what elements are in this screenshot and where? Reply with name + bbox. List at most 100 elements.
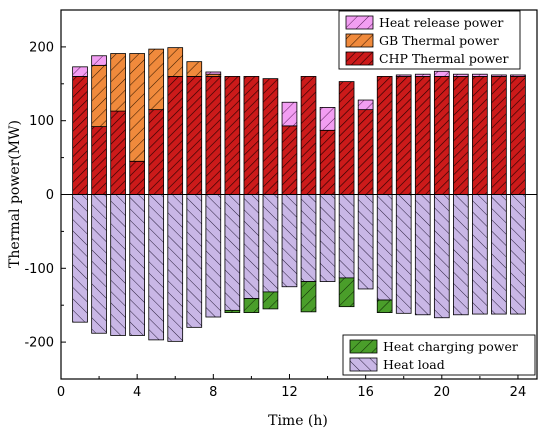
bar-heat-load-4 [129, 194, 145, 336]
bar-chp-thermal-power-17 [376, 76, 393, 195]
legend-bottom-right: Heat charging power Heat load [342, 334, 536, 376]
bar-heat-load-18 [395, 194, 412, 314]
bar-heat-release-power-14 [319, 107, 336, 131]
bar-heat-load-23 [491, 194, 507, 315]
bar-heat-charging-power-9 [224, 309, 241, 313]
bar-chp-thermal-power-1 [72, 76, 88, 195]
bar-heat-charging-power-11 [262, 291, 279, 310]
bar-chp-thermal-power-4 [129, 160, 145, 195]
x-tick-label-20: 20 [434, 385, 451, 400]
y-tick-label-100: 100 [29, 114, 54, 129]
bar-gb-thermal-power-4 [129, 53, 145, 162]
bar-chp-thermal-power-20 [433, 76, 450, 195]
bar-chp-thermal-power-8 [205, 76, 222, 195]
bar-heat-load-3 [110, 194, 126, 336]
bar-heat-charging-power-15 [338, 277, 355, 308]
legend-swatch-heat-load [349, 357, 378, 372]
bar-chp-thermal-power-15 [338, 81, 355, 195]
bar-heat-release-power-24 [510, 74, 526, 77]
x-tick-label-8: 8 [209, 385, 217, 400]
bar-heat-load-10 [243, 194, 260, 299]
y-tick-label-0: 0 [46, 188, 54, 203]
bar-heat-load-6 [167, 194, 184, 342]
bar-chp-thermal-power-24 [510, 76, 526, 195]
bar-heat-release-power-23 [491, 74, 507, 77]
bar-heat-load-24 [510, 194, 526, 315]
bar-chp-thermal-power-10 [243, 76, 260, 195]
bar-heat-load-20 [433, 194, 450, 319]
bar-heat-release-power-2 [91, 55, 107, 66]
bar-heat-release-power-1 [72, 66, 88, 77]
bar-heat-release-power-8 [205, 71, 222, 75]
legend-swatch-chp-thermal-power [345, 51, 374, 66]
bar-chp-thermal-power-13 [300, 76, 317, 195]
bar-chp-thermal-power-5 [148, 109, 165, 195]
bar-heat-load-9 [224, 194, 241, 311]
bar-chp-thermal-power-2 [91, 126, 107, 195]
bar-heat-load-8 [205, 194, 222, 318]
bar-heat-load-11 [262, 194, 279, 293]
x-axis-label: Time (h) [268, 413, 328, 429]
y-tick-label--200: -200 [24, 336, 54, 351]
legend-swatch-gb-thermal-power [345, 33, 374, 48]
bar-chp-thermal-power-12 [281, 125, 298, 195]
bar-gb-thermal-power-6 [167, 47, 184, 77]
x-tick-label-0: 0 [57, 385, 65, 400]
bar-heat-load-15 [338, 194, 355, 279]
x-tick-label-16: 16 [357, 385, 374, 400]
bar-chp-thermal-power-16 [357, 109, 374, 195]
bar-heat-release-power-12 [281, 101, 298, 127]
bar-chp-thermal-power-6 [167, 76, 184, 195]
bar-heat-load-1 [72, 194, 88, 323]
x-tick-label-12: 12 [281, 385, 298, 400]
bar-chp-thermal-power-7 [186, 76, 203, 195]
bars-layer [72, 47, 526, 342]
x-tick-label-24: 24 [510, 385, 527, 400]
bar-heat-release-power-19 [414, 73, 431, 77]
bar-chp-thermal-power-22 [472, 76, 488, 195]
bar-heat-release-power-22 [472, 73, 488, 77]
x-tick-label-4: 4 [133, 385, 141, 400]
bar-chp-thermal-power-18 [395, 76, 412, 195]
bar-heat-release-power-16 [357, 99, 374, 111]
bar-heat-charging-power-10 [243, 298, 260, 313]
bar-chp-thermal-power-21 [453, 76, 469, 195]
ticks-layer: 0 4 8 12 16 20 24 -200 -100 0 100 200 [24, 40, 526, 400]
bar-heat-load-13 [300, 194, 317, 282]
legend-swatch-heat-charging-power [349, 339, 378, 354]
bar-heat-load-22 [472, 194, 488, 315]
bar-heat-load-5 [148, 194, 165, 341]
legend-label-heat-load: Heat load [383, 357, 445, 372]
bar-chp-thermal-power-23 [491, 76, 507, 195]
bar-chp-thermal-power-9 [224, 76, 241, 195]
bar-heat-load-2 [91, 194, 107, 334]
legend-top-right: Heat release power GB Thermal power CHP Th… [338, 10, 521, 70]
y-tick-label-200: 200 [29, 40, 54, 55]
bar-chp-thermal-power-14 [319, 129, 336, 195]
bar-heat-charging-power-13 [300, 281, 317, 313]
bar-chp-thermal-power-11 [262, 78, 279, 195]
bar-gb-thermal-power-7 [186, 61, 203, 77]
bar-heat-load-7 [186, 194, 203, 328]
y-tick-label--100: -100 [24, 262, 54, 277]
legend-label-heat-release-power: Heat release power [379, 15, 503, 30]
legend-swatch-heat-release-power [345, 15, 374, 30]
y-axis-label: Thermal power(MW) [7, 120, 23, 268]
bar-heat-release-power-20 [433, 70, 450, 77]
bar-heat-load-14 [319, 194, 336, 282]
bar-heat-load-19 [414, 194, 431, 316]
bar-chp-thermal-power-19 [414, 76, 431, 195]
bar-heat-load-12 [281, 194, 298, 288]
legend-label-chp-thermal-power: CHP Thermal power [379, 51, 509, 66]
bar-chp-thermal-power-3 [110, 110, 126, 195]
legend-label-gb-thermal-power: GB Thermal power [379, 33, 499, 48]
legend-label-heat-charging-power: Heat charging power [383, 339, 518, 354]
bar-heat-release-power-18 [395, 74, 412, 77]
bar-gb-thermal-power-5 [148, 48, 165, 111]
bar-heat-load-16 [357, 194, 374, 290]
bar-heat-load-21 [453, 194, 469, 316]
bar-heat-load-17 [376, 194, 393, 301]
bar-gb-thermal-power-3 [110, 53, 126, 112]
bar-gb-thermal-power-2 [91, 64, 107, 127]
